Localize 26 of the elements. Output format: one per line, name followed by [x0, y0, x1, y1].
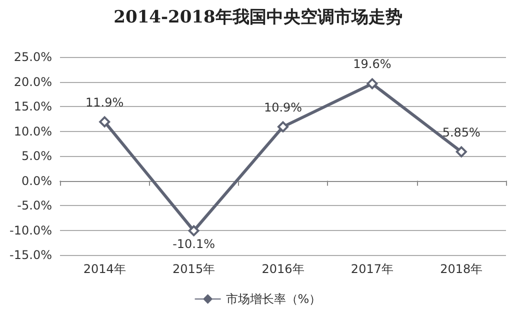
x-tick-label: 2018年: [440, 262, 483, 276]
text: 5.85%: [442, 125, 480, 140]
text: -10.1%: [172, 237, 216, 252]
point: [366, 78, 378, 90]
point: [188, 225, 200, 236]
y-tick-label: 15.0%: [14, 100, 52, 114]
point: [456, 146, 467, 158]
x-tick-label: 2015年: [172, 262, 216, 276]
legend-label: 市场增长率（%）: [226, 292, 322, 306]
y-tick-label: 5.0%: [22, 149, 52, 163]
x-tick-label: 2016年: [262, 262, 304, 276]
y-tick-label: -15.0%: [10, 248, 52, 262]
chart-title: 2014-2018年我国中央空调市场走势: [114, 8, 402, 28]
y-tick-label: 20.0%: [14, 74, 52, 89]
x-tick-label: 2014年: [83, 262, 126, 276]
x-tick-label: 2017年: [350, 262, 394, 276]
y-tick-label: 10.0%: [14, 124, 52, 138]
y-tick-label: 25.0%: [14, 50, 52, 64]
text: 19.6%: [353, 57, 392, 72]
y-tick-label: -5.0%: [17, 198, 52, 212]
text: 11.9%: [86, 95, 124, 110]
y-tick-label: -10.0%: [10, 223, 52, 238]
point: [278, 121, 288, 132]
text: 10.9%: [264, 100, 302, 114]
point: [99, 116, 110, 128]
y-tick-label: 0.0%: [22, 174, 52, 188]
